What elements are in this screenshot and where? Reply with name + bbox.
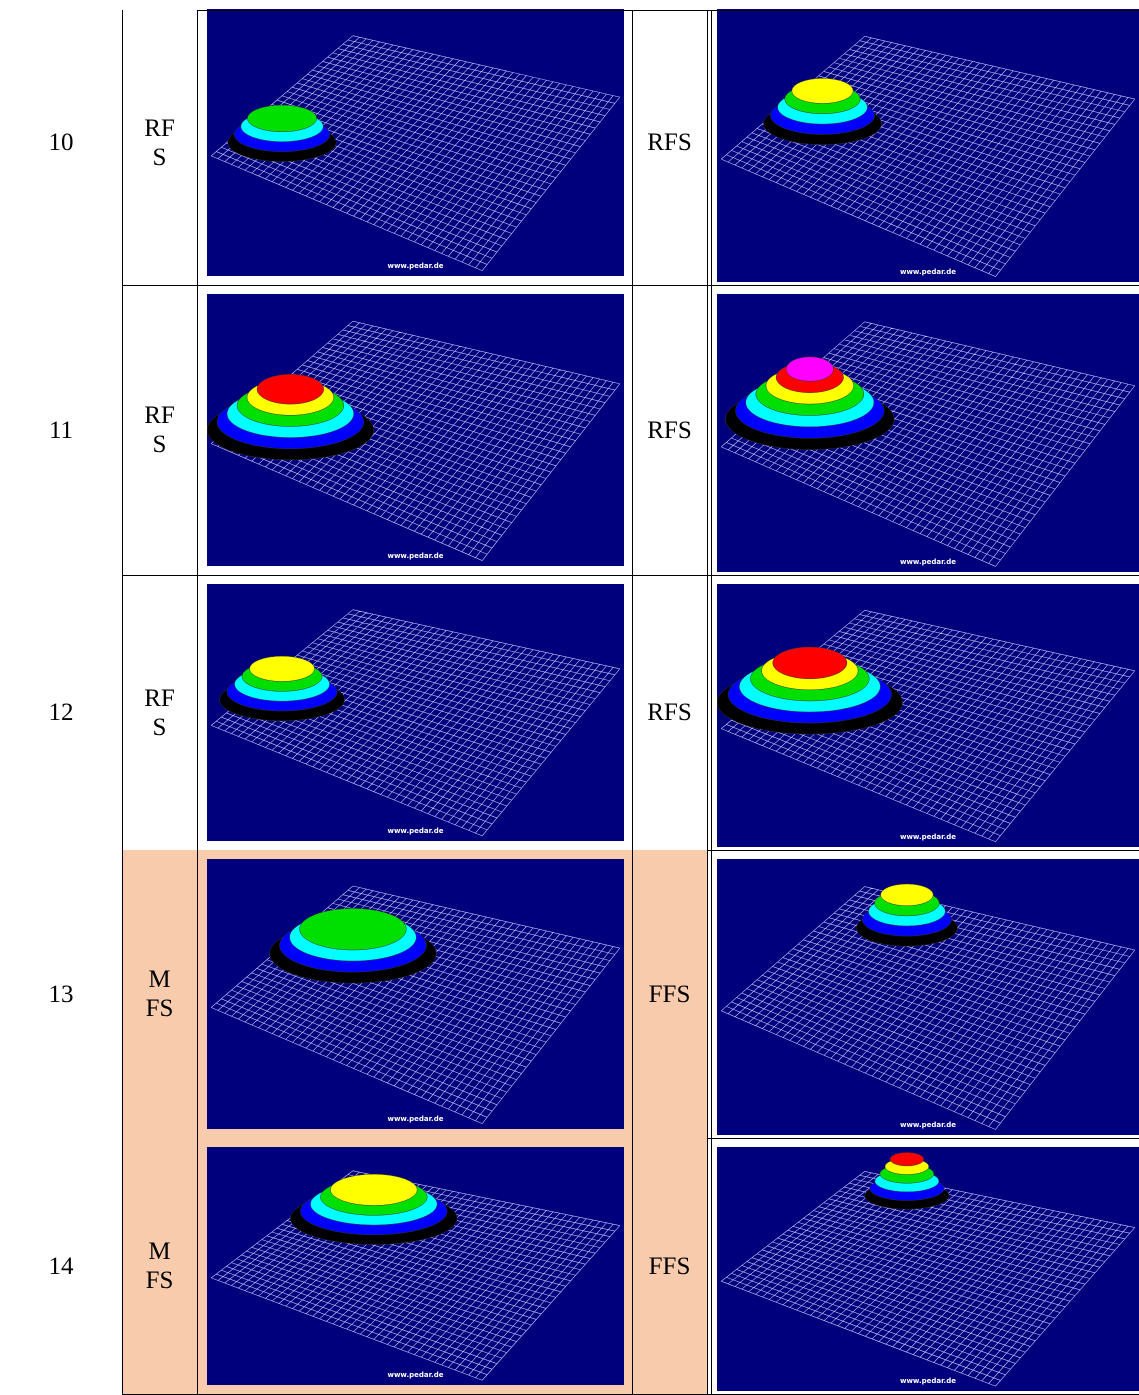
- left-label-text: RFS: [143, 401, 177, 459]
- pressure-image: www.pedar.de: [207, 584, 624, 841]
- right-label-text: RFS: [640, 698, 700, 727]
- right-label-text: RFS: [640, 128, 700, 157]
- pressure-image: www.pedar.de: [207, 294, 624, 566]
- page: 10 RFS RFS www.pedar.de www.pedar.de 11 RFS RFS…: [0, 0, 1139, 1394]
- image-caption: www.pedar.de: [900, 1377, 956, 1385]
- row-number: 10: [0, 0, 122, 285]
- right-label-text: FFS: [640, 1252, 700, 1281]
- column-border: [707, 10, 708, 1394]
- right-label: RFS: [632, 575, 707, 850]
- right-label: RFS: [632, 0, 707, 285]
- row-number: 14: [0, 1138, 122, 1394]
- left-label: RFS: [122, 0, 197, 285]
- right-label: RFS: [632, 285, 707, 575]
- pressure-image: www.pedar.de: [717, 859, 1139, 1135]
- pressure-image: www.pedar.de: [717, 1147, 1139, 1391]
- column-border: [711, 10, 712, 1394]
- table-top: [197, 10, 1139, 11]
- column-border: [197, 10, 198, 1394]
- row-number-text: 12: [49, 698, 74, 727]
- row-number-text: 13: [49, 980, 74, 1009]
- left-label: RFS: [122, 575, 197, 850]
- left-label: MFS: [122, 850, 197, 1138]
- row-number: 11: [0, 285, 122, 575]
- column-border: [632, 10, 633, 1394]
- left-label-text: RFS: [143, 684, 177, 742]
- right-label: FFS: [632, 1138, 707, 1394]
- image-caption: www.pedar.de: [900, 558, 956, 566]
- row-number: 13: [0, 850, 122, 1138]
- left-label-text: MFS: [143, 965, 177, 1023]
- pressure-image: www.pedar.de: [717, 584, 1139, 847]
- pressure-image: www.pedar.de: [207, 9, 624, 276]
- image-caption: www.pedar.de: [900, 268, 956, 276]
- pressure-image: www.pedar.de: [717, 294, 1139, 572]
- row-number-text: 11: [49, 416, 73, 445]
- left-label: MFS: [122, 1138, 197, 1394]
- image-caption: www.pedar.de: [388, 552, 444, 560]
- left-label-text: MFS: [143, 1237, 177, 1295]
- pressure-image: www.pedar.de: [207, 1147, 624, 1385]
- image-caption: www.pedar.de: [900, 833, 956, 841]
- image-caption: www.pedar.de: [388, 1115, 444, 1123]
- column-border: [122, 10, 123, 1394]
- image-caption: www.pedar.de: [388, 262, 444, 270]
- pressure-image: www.pedar.de: [717, 9, 1139, 282]
- row-number: 12: [0, 575, 122, 850]
- left-label: RFS: [122, 285, 197, 575]
- right-label-text: FFS: [640, 980, 700, 1009]
- image-caption: www.pedar.de: [388, 827, 444, 835]
- row-number-text: 10: [49, 128, 74, 157]
- pressure-image: www.pedar.de: [207, 859, 624, 1129]
- right-label-text: RFS: [640, 416, 700, 445]
- image-caption: www.pedar.de: [388, 1371, 444, 1379]
- left-label-text: RFS: [143, 114, 177, 172]
- image-caption: www.pedar.de: [900, 1121, 956, 1129]
- right-label: FFS: [632, 850, 707, 1138]
- row-number-text: 14: [49, 1252, 74, 1281]
